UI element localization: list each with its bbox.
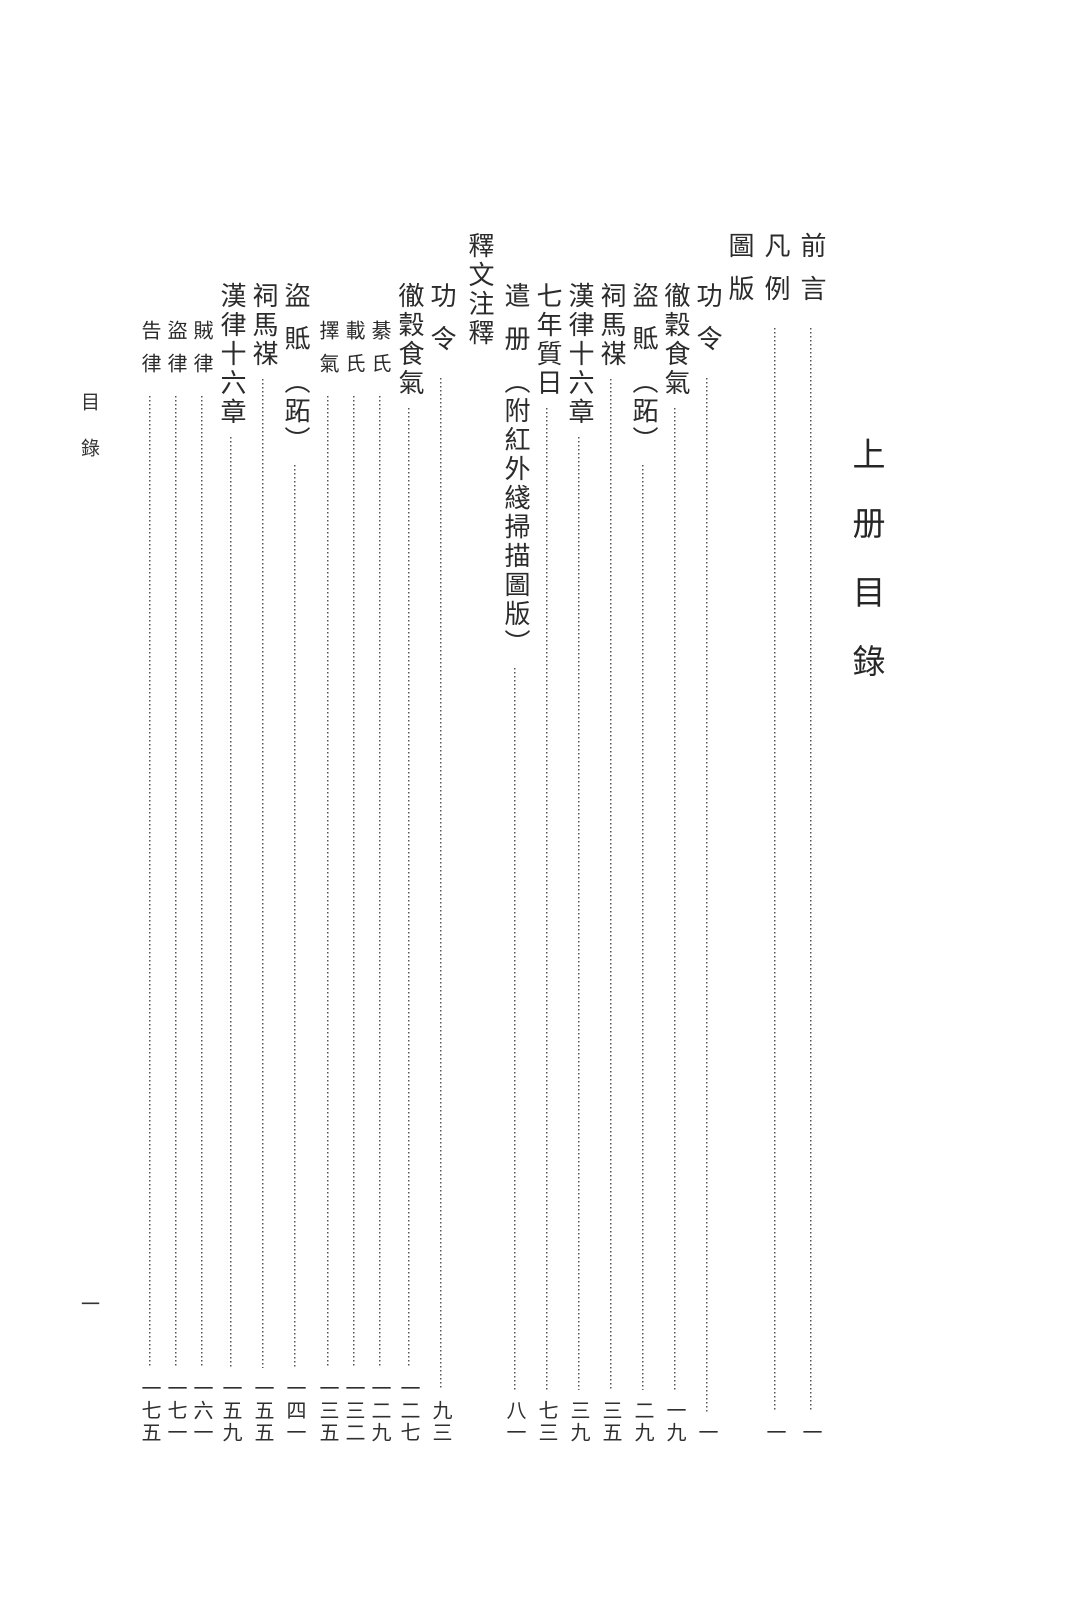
entry-title: 漢律十六章 bbox=[216, 282, 246, 427]
toc-subentry: 綦氏 一二九 bbox=[368, 232, 392, 1444]
toc-entry: 漢律十六章 一五九 bbox=[216, 232, 246, 1444]
page-number: 一五九 bbox=[219, 1378, 243, 1444]
leader-dots bbox=[514, 668, 516, 1390]
entry-title: 告律 bbox=[138, 320, 162, 386]
toc-entry: 徹穀食氣 一二七 bbox=[394, 232, 424, 1444]
section-title-text: 圖版 bbox=[724, 232, 754, 318]
entry-annotation: （跖） bbox=[628, 368, 658, 455]
leader-dots bbox=[642, 465, 644, 1390]
toc-entry: 徹穀食氣 一九 bbox=[660, 232, 690, 1444]
leader-dots bbox=[610, 379, 612, 1390]
page-number: 一七五 bbox=[138, 1378, 162, 1444]
page-number: 一五五 bbox=[251, 1378, 275, 1444]
page-number: 一二九 bbox=[368, 1378, 392, 1444]
entry-title: 祠馬禖 bbox=[248, 282, 278, 369]
entry-title: 功令 bbox=[426, 282, 456, 368]
toc-entry: 前言 一 bbox=[796, 232, 826, 1444]
entry-title: 徹穀食氣 bbox=[660, 282, 690, 398]
toc-subentry: 盜律 一七一 bbox=[164, 232, 188, 1444]
page-number: 三九 bbox=[567, 1400, 591, 1444]
section-title-text: 釋文注釋 bbox=[464, 232, 494, 348]
entry-title: 祠馬禖 bbox=[596, 282, 626, 369]
toc-entry: 遣册（附紅外綫掃描圖版） 八一 bbox=[500, 232, 530, 1444]
leader-dots bbox=[408, 408, 410, 1368]
toc-entry: 功令 一 bbox=[692, 232, 722, 1444]
toc-entry: 盜貾（跖） 二九 bbox=[628, 232, 658, 1444]
page-number: 二九 bbox=[631, 1400, 655, 1444]
leader-dots bbox=[201, 396, 203, 1368]
entry-title: 七年質日 bbox=[532, 282, 562, 398]
table-of-contents: 前言 一 凡例 一 圖版 功令 一 徹穀食氣 一九 盜貾（跖） 二九 bbox=[138, 232, 826, 1444]
entry-title: 擇氣 bbox=[316, 320, 340, 386]
page-number: 八一 bbox=[503, 1400, 527, 1444]
page-number: 一六一 bbox=[190, 1378, 214, 1444]
entry-title: 盜貾（跖） bbox=[280, 282, 310, 455]
entry-annotation: （附紅外綫掃描圖版） bbox=[500, 368, 530, 658]
page-number: 一七一 bbox=[164, 1378, 188, 1444]
leader-dots bbox=[230, 437, 232, 1368]
page-number: 一二七 bbox=[397, 1378, 421, 1444]
folio-number: 一 bbox=[78, 1294, 100, 1313]
entry-title: 凡例 bbox=[760, 232, 790, 318]
leader-dots bbox=[262, 379, 264, 1368]
page-number: 一四一 bbox=[283, 1378, 307, 1444]
volume-title: 上册目錄 bbox=[847, 437, 886, 713]
toc-subentry: 賊律 一六一 bbox=[190, 232, 214, 1444]
entry-title: 賊律 bbox=[190, 320, 214, 386]
leader-dots bbox=[353, 396, 355, 1368]
entry-title: 功令 bbox=[692, 282, 722, 368]
page-number: 一 bbox=[695, 1422, 719, 1444]
toc-subentry: 擇氣 一三五 bbox=[316, 232, 340, 1444]
toc-section-title: 圖版 bbox=[724, 232, 754, 1444]
entry-title: 綦氏 bbox=[368, 320, 392, 386]
page-number: 一三五 bbox=[316, 1378, 340, 1444]
leader-dots bbox=[440, 378, 442, 1390]
page-number: 一三二 bbox=[342, 1378, 366, 1444]
toc-entry: 盜貾（跖） 一四一 bbox=[280, 232, 310, 1444]
leader-dots bbox=[175, 396, 177, 1368]
entry-title: 盜貾（跖） bbox=[628, 282, 658, 455]
leader-dots bbox=[149, 396, 151, 1368]
page-number: 三五 bbox=[599, 1400, 623, 1444]
leader-dots bbox=[327, 396, 329, 1368]
page-number: 九三 bbox=[429, 1400, 453, 1444]
toc-entry: 功令 九三 bbox=[426, 232, 456, 1444]
toc-entry: 漢律十六章 三九 bbox=[564, 232, 594, 1444]
leader-dots bbox=[379, 396, 381, 1368]
entry-title: 前言 bbox=[796, 232, 826, 318]
leader-dots bbox=[546, 408, 548, 1390]
entry-annotation: （跖） bbox=[280, 368, 310, 455]
entry-title: 漢律十六章 bbox=[564, 282, 594, 427]
toc-section-title: 釋文注釋 bbox=[464, 232, 494, 1444]
leader-dots bbox=[774, 328, 776, 1412]
entry-title: 遣册（附紅外綫掃描圖版） bbox=[500, 282, 530, 658]
leader-dots bbox=[294, 465, 296, 1368]
entry-title: 徹穀食氣 bbox=[394, 282, 424, 398]
page-number: 一九 bbox=[663, 1400, 687, 1444]
running-head: 目錄 bbox=[78, 392, 100, 484]
entry-title: 載氏 bbox=[342, 320, 366, 386]
leader-dots bbox=[706, 378, 708, 1412]
leader-dots bbox=[578, 437, 580, 1390]
page-number: 一 bbox=[799, 1422, 823, 1444]
leader-dots bbox=[810, 328, 812, 1412]
leader-dots bbox=[674, 408, 676, 1390]
toc-subentry: 告律 一七五 bbox=[138, 232, 162, 1444]
toc-entry: 七年質日 七三 bbox=[532, 232, 562, 1444]
toc-entry: 祠馬禖 一五五 bbox=[248, 232, 278, 1444]
page-number: 七三 bbox=[535, 1400, 559, 1444]
toc-entry: 祠馬禖 三五 bbox=[596, 232, 626, 1444]
toc-entry: 凡例 一 bbox=[760, 232, 790, 1444]
entry-title: 盜律 bbox=[164, 320, 188, 386]
toc-subentry: 載氏 一三二 bbox=[342, 232, 366, 1444]
page-number: 一 bbox=[763, 1422, 787, 1444]
